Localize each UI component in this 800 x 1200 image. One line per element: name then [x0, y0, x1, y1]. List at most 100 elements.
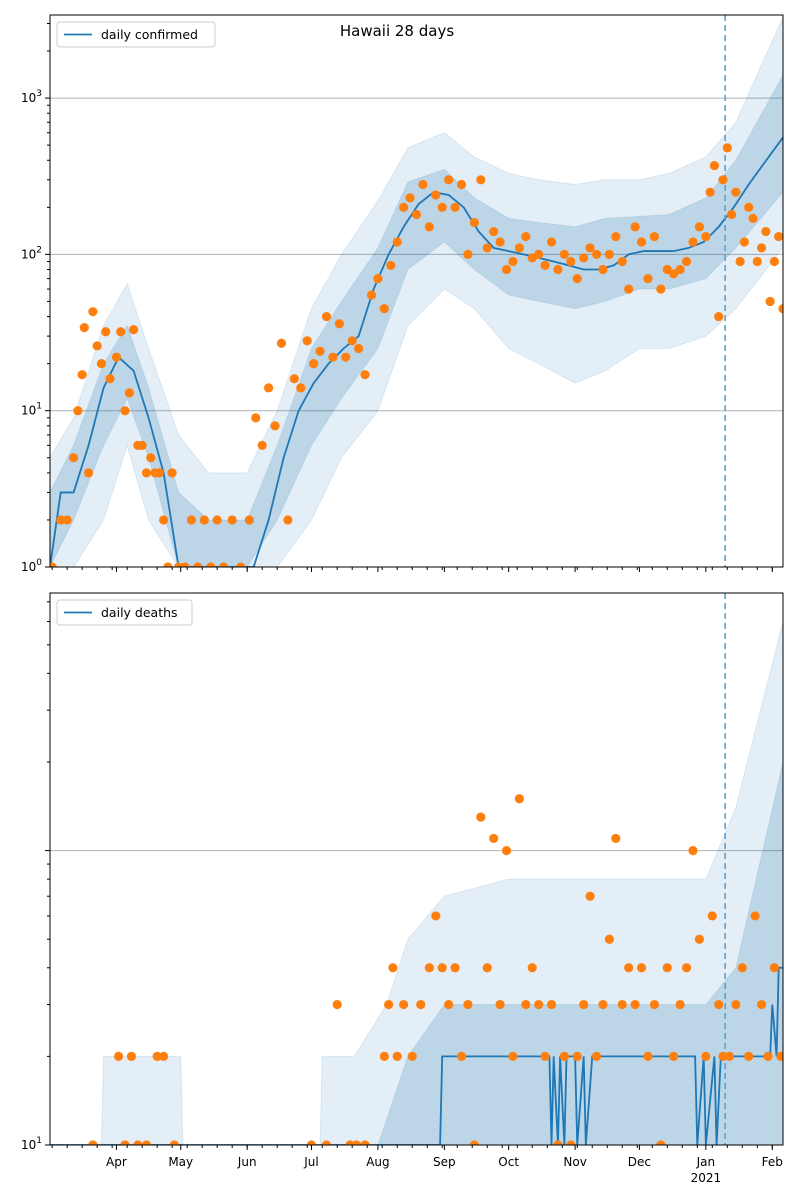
data-point — [744, 1051, 754, 1061]
data-point — [737, 963, 747, 973]
series-line — [50, 136, 783, 567]
data-point — [199, 515, 209, 525]
data-point — [776, 1051, 783, 1061]
data-point — [514, 794, 524, 804]
data-point — [553, 1140, 563, 1145]
data-point — [219, 562, 229, 567]
data-point — [96, 359, 107, 369]
data-point — [656, 1140, 666, 1145]
data-point — [264, 383, 274, 393]
data-point — [501, 846, 512, 856]
data-point — [579, 253, 589, 263]
data-point — [630, 999, 640, 1010]
data-point — [62, 515, 72, 525]
data-point — [257, 440, 267, 450]
data-point — [469, 217, 479, 228]
x-tick-label: Jun — [237, 1155, 257, 1169]
data-point — [662, 264, 672, 275]
data-point — [731, 187, 741, 197]
data-point — [126, 1051, 137, 1061]
data-point — [124, 388, 134, 398]
data-point — [302, 336, 312, 346]
data-point — [373, 273, 383, 284]
data-point — [384, 999, 394, 1010]
data-point — [694, 934, 705, 944]
data-point — [92, 341, 102, 351]
data-point — [553, 264, 563, 275]
data-point — [88, 1140, 98, 1145]
data-point — [656, 284, 666, 294]
data-point — [437, 202, 447, 212]
data-point — [630, 222, 640, 232]
data-point — [624, 284, 634, 294]
data-point — [714, 999, 724, 1010]
data-point — [756, 243, 767, 253]
data-point — [152, 1051, 162, 1061]
data-point — [431, 190, 441, 200]
data-point — [236, 562, 246, 567]
data-point — [722, 143, 732, 153]
data-point — [186, 515, 197, 525]
data-point — [137, 440, 147, 450]
data-point — [707, 911, 717, 921]
data-point — [761, 226, 771, 237]
data-point — [495, 237, 505, 247]
data-point — [636, 963, 647, 973]
data-point — [141, 468, 152, 478]
data-point — [752, 256, 762, 267]
data-point — [251, 413, 261, 423]
data-point — [206, 562, 216, 567]
data-point — [476, 812, 486, 822]
data-point — [489, 226, 499, 237]
data-point — [709, 160, 720, 171]
data-point — [482, 963, 492, 973]
data-point — [726, 209, 737, 220]
data-point — [321, 311, 332, 322]
data-point — [411, 209, 422, 220]
x-tick-label: Oct — [498, 1155, 519, 1169]
data-point — [591, 249, 602, 259]
data-point — [617, 999, 627, 1010]
x-tick-label: Apr — [106, 1155, 127, 1169]
legend-label: daily deaths — [101, 605, 178, 620]
x-tick-label: Jul — [303, 1155, 318, 1169]
plot-area — [50, 15, 783, 567]
data-point — [591, 1051, 602, 1061]
data-point — [649, 999, 660, 1010]
data-point — [675, 264, 685, 275]
data-point — [763, 1051, 773, 1061]
uncertainty-band-outer — [50, 16, 783, 567]
data-point — [386, 260, 396, 271]
data-point — [79, 323, 89, 333]
data-point — [244, 515, 254, 525]
data-point — [469, 1140, 479, 1145]
data-point — [309, 359, 319, 369]
data-point — [347, 336, 357, 346]
data-point — [748, 213, 758, 223]
data-point — [105, 374, 115, 384]
data-point — [68, 453, 79, 463]
axes-frame — [49, 592, 784, 1146]
data-point — [167, 468, 177, 478]
y-tick-label: 100 — [21, 558, 42, 574]
data-point — [735, 256, 745, 267]
data-point — [534, 249, 544, 259]
data-point — [681, 963, 692, 973]
data-point — [688, 237, 698, 247]
data-point — [399, 999, 409, 1010]
data-point — [227, 515, 237, 525]
chart-title: Hawaii 28 days — [340, 22, 454, 40]
data-point — [270, 421, 280, 431]
data-point — [120, 1140, 130, 1145]
data-point — [643, 1051, 653, 1061]
x-tick-label: Jan — [696, 1155, 716, 1169]
data-point — [154, 468, 164, 478]
legend-label: daily confirmed — [101, 27, 198, 42]
legend: daily confirmed — [56, 21, 216, 48]
data-point — [77, 370, 87, 380]
data-point — [133, 1140, 143, 1145]
exponent: 0 — [36, 558, 42, 568]
x-tick-label: May — [168, 1155, 193, 1169]
data-point — [120, 406, 130, 416]
y-tick-label: 102 — [21, 245, 42, 261]
